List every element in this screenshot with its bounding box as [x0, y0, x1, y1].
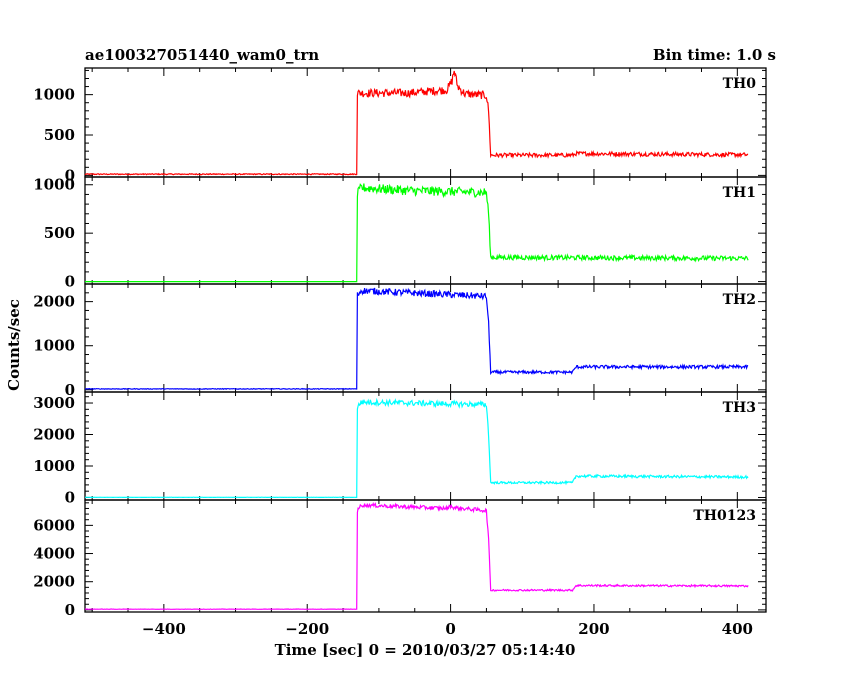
series-line-th0 [84, 70, 749, 176]
y-tick-label: 2000 [33, 293, 75, 311]
y-tick-label: 6000 [33, 516, 75, 534]
series-line-th3 [84, 397, 749, 499]
panel-th2: 0 1000 2000 TH2 [33, 283, 767, 399]
y-tick-label: 0 [65, 601, 75, 619]
panel-frame [84, 283, 767, 393]
y-tick-label: 0 [65, 273, 75, 291]
x-tick-label: 200 [578, 620, 609, 638]
y-tick-label: 2000 [33, 426, 75, 444]
series-label: TH0 [723, 76, 757, 92]
panel-th1: 0 500 1000 TH1 [33, 176, 767, 291]
y-tick-label: 3000 [33, 394, 75, 412]
y-tick-label: 1000 [33, 176, 75, 194]
x-tick-label: 400 [722, 620, 753, 638]
series-line-th2 [84, 287, 749, 390]
series-label: TH3 [723, 400, 756, 416]
y-tick-label: 0 [65, 166, 75, 184]
series-label: TH0123 [693, 508, 756, 524]
x-tick-label: −400 [142, 620, 186, 638]
y-tick-label: 1000 [33, 86, 75, 104]
bin-time-label: Bin time: 1.0 s [653, 46, 776, 64]
panel-frame [84, 176, 767, 285]
chart-title: ae100327051440_wam0_trn [85, 46, 319, 64]
series-label: TH2 [723, 292, 756, 308]
series-line-th1 [85, 183, 749, 283]
y-tick-label: 0 [65, 381, 75, 399]
y-tick-label: 500 [44, 126, 75, 144]
panel-frame [84, 67, 767, 178]
y-tick-label: 1000 [33, 457, 75, 475]
panel-frame [84, 499, 767, 613]
y-tick-label: 0 [65, 488, 75, 506]
y-axis-label: Counts/sec [5, 299, 23, 391]
panel-th0123: 0 2000 4000 6000 TH0123 [33, 499, 767, 619]
panel-th0: 0 500 1000 TH0 [33, 67, 767, 184]
x-tick-label: −200 [285, 620, 329, 638]
y-tick-label: 4000 [33, 545, 75, 563]
panel-frame [84, 391, 767, 501]
x-axis-label: Time [sec] 0 = 2010/03/27 05:14:40 [275, 641, 576, 659]
y-tick-label: 1000 [33, 337, 75, 355]
series-label: TH1 [723, 185, 756, 201]
series-line-th0123 [84, 501, 749, 610]
y-tick-label: 500 [44, 224, 75, 242]
x-tick-label: 0 [445, 620, 455, 638]
panel-th3: 0 1000 2000 3000 TH3 [33, 391, 767, 506]
y-tick-label: 2000 [33, 573, 75, 591]
